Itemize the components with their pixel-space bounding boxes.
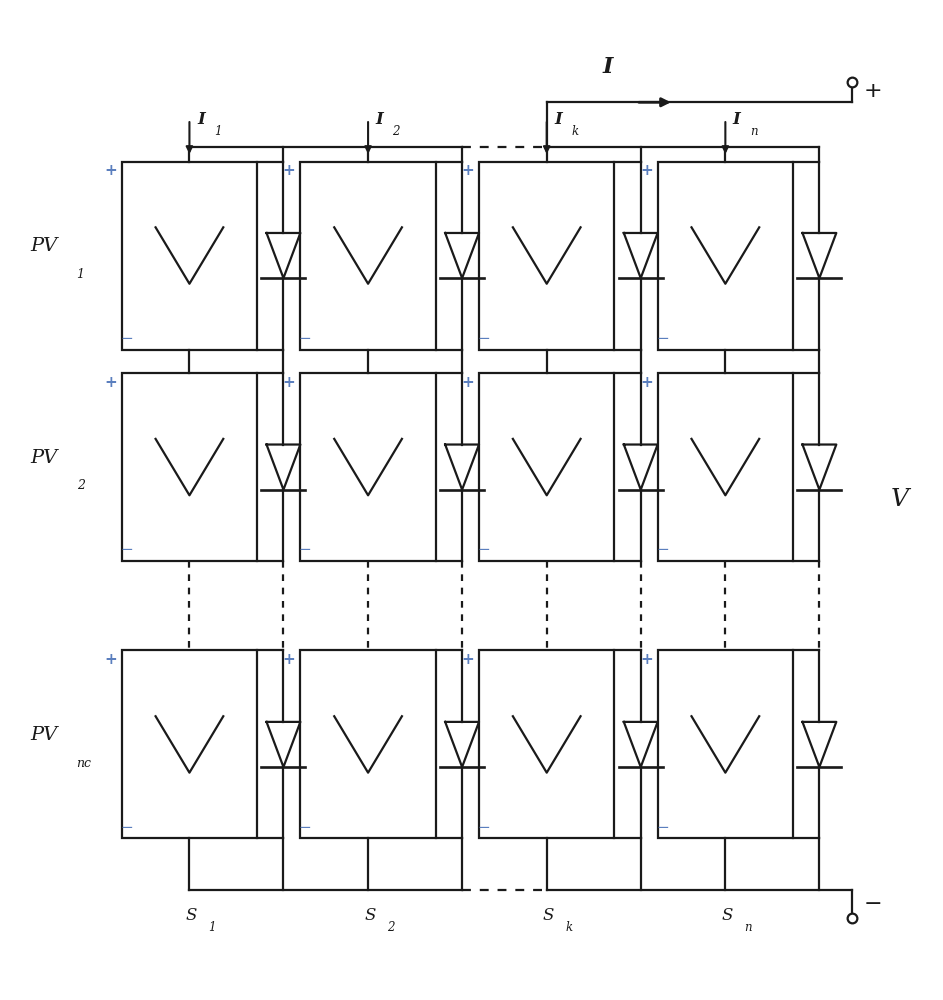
Text: I: I [733,111,740,128]
Text: −: − [120,820,133,835]
Text: +: + [461,163,474,178]
Text: I: I [197,111,205,128]
Text: +: + [640,375,653,390]
Text: 1: 1 [208,921,216,934]
Text: +: + [283,652,295,667]
Bar [657,373,793,561]
Text: PV: PV [30,237,58,255]
Text: −: − [299,331,311,346]
Text: S: S [721,907,733,924]
Text: +: + [104,163,117,178]
Text: V: V [890,488,908,511]
Bar [301,162,436,350]
Text: +: + [640,163,653,178]
Bar [301,373,436,561]
Text: −: − [299,820,311,835]
Text: k: k [566,921,572,934]
Text: k: k [571,125,578,138]
Text: n: n [744,921,752,934]
Text: −: − [477,331,490,346]
Bar [479,162,615,350]
Text: −: − [656,820,669,835]
Text: n: n [750,125,757,138]
Text: I: I [603,56,613,78]
Text: +: + [283,375,295,390]
Text: I: I [375,111,384,128]
Text: nc: nc [76,757,91,770]
Text: −: − [477,542,490,557]
Text: PV: PV [30,726,58,744]
Text: 1: 1 [214,125,222,138]
Bar [301,650,436,838]
Bar [657,650,793,838]
Text: S: S [364,907,375,924]
Bar [122,650,257,838]
Text: +: + [640,652,653,667]
Bar [479,373,615,561]
Text: +: + [104,375,117,390]
Text: −: − [656,542,669,557]
Text: 2: 2 [76,479,85,492]
Text: −: − [299,542,311,557]
Bar [122,162,257,350]
Text: −: − [120,331,133,346]
Text: 2: 2 [387,921,394,934]
Text: +: + [104,652,117,667]
Text: I: I [554,111,562,128]
Text: 2: 2 [392,125,400,138]
Text: +: + [461,375,474,390]
Text: −: − [477,820,490,835]
Text: PV: PV [30,449,58,467]
Bar [122,373,257,561]
Bar [479,650,615,838]
Text: −: − [864,894,883,914]
Text: +: + [283,163,295,178]
Text: −: − [656,331,669,346]
Text: S: S [543,907,554,924]
Text: −: − [120,542,133,557]
Text: +: + [864,81,883,101]
Text: +: + [461,652,474,667]
Text: S: S [186,907,197,924]
Text: 1: 1 [76,268,85,281]
Bar [657,162,793,350]
